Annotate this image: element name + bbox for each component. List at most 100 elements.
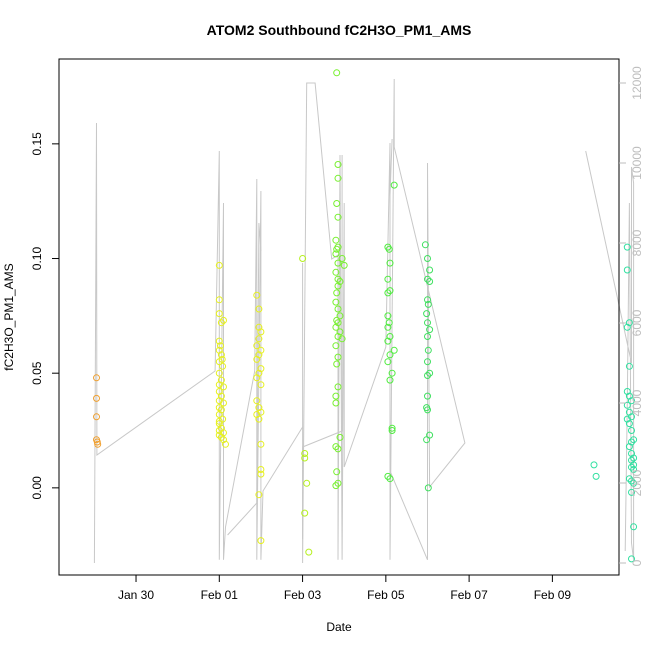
y-tick-label: 0.00 [30,476,44,500]
y2-axis-right: 0 2000 4000 6000 8000 10000 12000 [619,66,644,566]
data-point [215,411,223,418]
data-point [332,482,340,490]
data-point [303,479,311,487]
data-point [332,342,340,350]
data-point [384,312,392,320]
data-point [628,413,635,421]
data-point [333,289,341,297]
data-point [630,523,638,531]
data-point [424,372,431,379]
data-point [338,335,346,343]
data-point [215,296,223,304]
data-point [255,335,263,343]
data-point [332,443,340,451]
data-point [390,346,398,354]
data-point [384,323,392,331]
data-point [334,353,342,361]
y-axis-label: fC2H3O_PM1_AMS [2,263,16,370]
data-point [215,381,223,389]
data-point [217,319,225,327]
data-point [630,461,638,469]
data-point [424,296,431,304]
data-point [220,316,227,324]
data-point [628,555,635,563]
data-point [334,259,342,267]
data-point [257,346,265,354]
data-point [384,275,392,283]
data-point [340,261,348,269]
data-point [388,369,396,377]
data-point [384,358,392,366]
data-point [332,268,340,276]
data-point [332,250,340,258]
secondary-line-segment [302,155,343,539]
data-point [423,436,431,444]
data-point [386,376,394,384]
data-point [301,450,309,457]
data-point [93,394,100,402]
x-tick-label: Feb 05 [367,588,405,602]
data-point [386,351,394,359]
data-point [334,305,342,313]
plot-frame [58,58,620,576]
x-axis: Jan 30 Feb 01 Feb 03 Feb 05 Feb 07 Feb 09 [118,575,571,602]
data-point [334,213,342,221]
data-point [333,200,341,207]
data-point [94,440,102,448]
data-point [625,420,633,428]
data-point [334,282,342,290]
data-point [215,337,223,345]
data-point [625,443,633,451]
data-point [215,417,223,425]
data-point [215,310,223,318]
data-point [220,436,227,444]
data-point [386,475,394,483]
y2-tick-label: 0 [630,559,644,566]
data-point [333,245,341,253]
data-point [390,181,398,189]
data-point [385,319,393,327]
data-point [305,548,313,556]
data-point [333,468,341,476]
data-point [424,255,431,262]
data-point [217,351,225,359]
y2-tick-label: 12000 [630,66,644,100]
data-point [423,310,431,318]
data-point [426,278,434,285]
data-point [257,470,265,478]
data-point [388,424,396,432]
y2-tick-label: 8000 [630,229,644,256]
data-point [630,466,638,473]
data-point [336,433,344,441]
data-point [253,342,261,350]
data-point [386,259,394,267]
data-point [255,305,263,313]
y2-tick-label: 10000 [630,146,644,180]
secondary-line-segment [93,78,466,564]
data-point [424,300,432,308]
data-point [93,413,100,421]
data-point [630,436,638,444]
data-point [253,374,261,382]
data-point [332,298,340,306]
data-point [215,427,223,434]
secondary-line-layer [93,78,635,564]
data-point [334,479,342,487]
data-point [424,484,432,492]
data-point [257,365,265,373]
data-point [334,174,342,182]
data-point [623,323,631,331]
data-point [215,346,223,354]
data-point [215,261,223,269]
data-point [333,360,341,368]
data-point [257,440,265,448]
data-point [215,397,223,405]
data-point [630,454,638,462]
data-point [424,392,431,400]
x-tick-label: Feb 03 [284,588,322,602]
data-point [301,454,309,462]
data-point [628,477,635,485]
y2-tick-label: 4000 [630,389,644,416]
data-point [257,537,265,545]
x-axis-label: Date [326,620,352,634]
